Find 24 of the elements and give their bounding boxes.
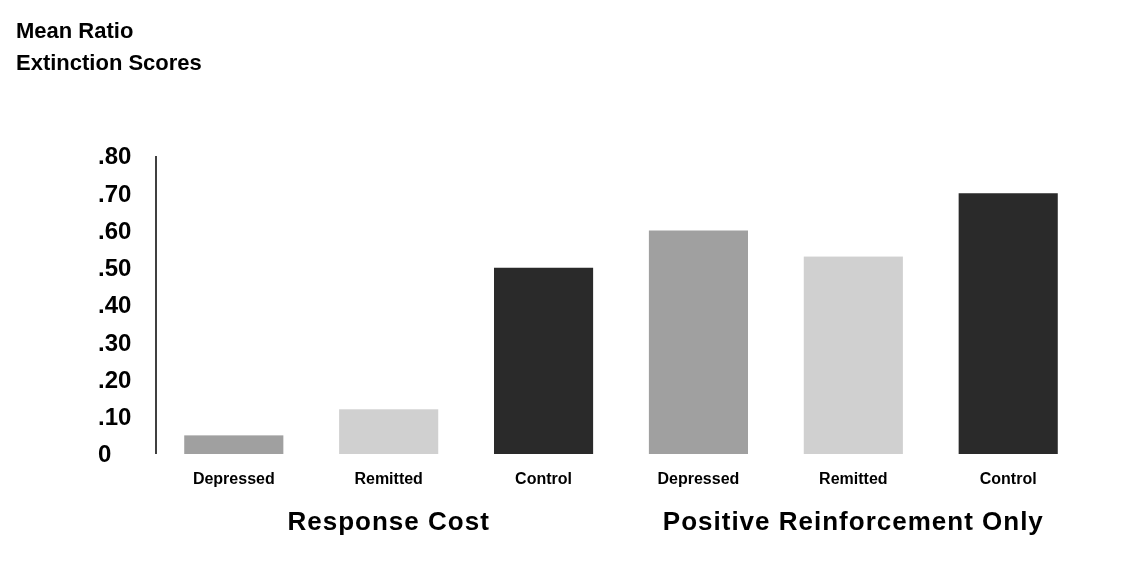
y-tick-label: .30 (98, 328, 132, 356)
x-tick-label: Remitted (354, 470, 423, 487)
y-tick-label: .80 (98, 142, 132, 170)
x-tick-label: Remitted (819, 470, 888, 487)
y-tick-label: .60 (98, 216, 132, 244)
bar (184, 435, 284, 454)
bar (803, 256, 903, 454)
bar (494, 267, 594, 454)
y-tick-label: .40 (98, 291, 132, 319)
y-tick-label: .10 (98, 403, 132, 431)
y-tick-label: 0 (98, 440, 112, 468)
y-axis-title: Mean Ratio Extinction Scores (16, 18, 202, 75)
bar (339, 409, 439, 454)
text: Positive Reinforcement Only (662, 506, 1044, 536)
bar (958, 193, 1058, 454)
x-tick-label: Depressed (657, 470, 740, 487)
y-tick-label: .50 (98, 254, 132, 282)
x-tick-label: Control (515, 470, 572, 487)
x-tick-label: Depressed (192, 470, 275, 487)
text: Response Cost (287, 506, 490, 536)
y-tick-label: .70 (98, 179, 132, 207)
x-tick-label: Control (979, 470, 1037, 487)
y-tick-label: .20 (98, 365, 132, 393)
bar (648, 230, 748, 454)
